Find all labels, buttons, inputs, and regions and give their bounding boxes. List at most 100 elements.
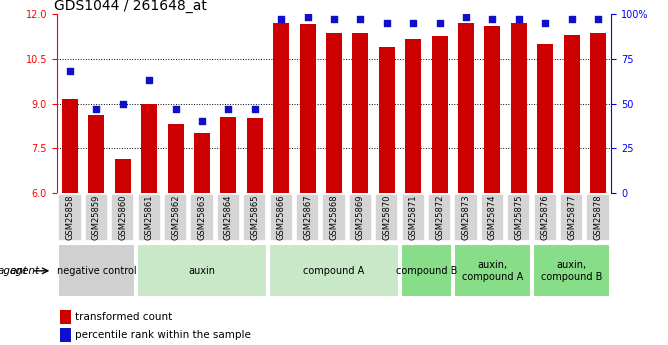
Point [593, 17, 603, 22]
Point [381, 20, 392, 26]
Bar [323, 194, 345, 240]
Bar [511, 23, 527, 193]
Point [566, 17, 577, 22]
Text: GSM25876: GSM25876 [540, 195, 550, 240]
Point [196, 119, 207, 124]
Bar [326, 33, 342, 193]
Bar [534, 194, 557, 240]
Point [118, 101, 128, 106]
Point [514, 17, 524, 22]
Point [461, 14, 472, 20]
Point [65, 68, 75, 74]
Text: GSM25859: GSM25859 [92, 195, 101, 240]
Text: compound A: compound A [303, 266, 365, 276]
Text: GSM25874: GSM25874 [488, 195, 497, 240]
Bar [432, 36, 448, 193]
Text: auxin,
compound A: auxin, compound A [462, 260, 523, 282]
Bar [194, 134, 210, 193]
Point [408, 20, 419, 26]
Bar [401, 244, 452, 297]
Point [302, 14, 313, 20]
Bar [85, 194, 108, 240]
Point [329, 17, 339, 22]
Bar [590, 33, 606, 193]
Bar [190, 194, 214, 240]
Bar [88, 116, 104, 193]
Bar [220, 117, 236, 193]
Bar [138, 194, 161, 240]
Bar [454, 194, 478, 240]
Text: percentile rank within the sample: percentile rank within the sample [75, 330, 251, 340]
Bar [270, 194, 293, 240]
Bar [269, 244, 399, 297]
Bar [296, 194, 319, 240]
Text: transformed count: transformed count [75, 312, 172, 322]
Point [249, 106, 260, 112]
Bar [349, 194, 372, 240]
Point [223, 106, 234, 112]
Bar [111, 194, 134, 240]
Bar [273, 23, 289, 193]
Text: GSM25858: GSM25858 [65, 195, 74, 240]
Point [91, 106, 102, 112]
Bar [537, 44, 553, 193]
Text: GSM25878: GSM25878 [594, 195, 603, 240]
Bar [405, 39, 421, 193]
Text: auxin: auxin [188, 266, 216, 276]
Bar [60, 328, 71, 342]
Bar [247, 118, 263, 193]
Bar [137, 244, 267, 297]
Bar [560, 194, 583, 240]
Bar [168, 125, 184, 193]
Text: GSM25871: GSM25871 [409, 195, 418, 240]
Bar [564, 35, 580, 193]
Bar [379, 47, 395, 193]
Point [487, 17, 498, 22]
Bar [164, 194, 187, 240]
Text: GSM25866: GSM25866 [277, 195, 286, 240]
Bar [533, 244, 610, 297]
Text: GSM25862: GSM25862 [171, 195, 180, 240]
Text: GSM25872: GSM25872 [435, 195, 444, 240]
Bar [217, 194, 240, 240]
Text: GSM25869: GSM25869 [356, 195, 365, 240]
Bar [458, 23, 474, 193]
Text: compound B: compound B [395, 266, 457, 276]
Point [144, 77, 154, 83]
Point [434, 20, 445, 26]
Text: GDS1044 / 261648_at: GDS1044 / 261648_at [54, 0, 207, 13]
Text: GSM25864: GSM25864 [224, 195, 233, 240]
Text: GSM25873: GSM25873 [462, 195, 470, 240]
Text: GSM25865: GSM25865 [250, 195, 259, 240]
Text: agent: agent [10, 266, 40, 276]
Bar [587, 194, 610, 240]
Bar [454, 244, 531, 297]
Point [355, 17, 366, 22]
Bar [243, 194, 267, 240]
Bar [481, 194, 504, 240]
Text: GSM25867: GSM25867 [303, 195, 312, 240]
Bar [375, 194, 398, 240]
Bar [58, 244, 135, 297]
Point [170, 106, 181, 112]
Text: GSM25860: GSM25860 [118, 195, 128, 240]
Text: negative control: negative control [57, 266, 136, 276]
Bar [484, 26, 500, 193]
Text: GSM25863: GSM25863 [198, 195, 206, 240]
Bar [115, 159, 131, 193]
Text: GSM25875: GSM25875 [514, 195, 523, 240]
Bar [62, 99, 78, 193]
Text: GSM25877: GSM25877 [567, 195, 576, 240]
Text: auxin,
compound B: auxin, compound B [541, 260, 603, 282]
Bar [60, 310, 71, 324]
Text: agent: agent [0, 266, 27, 276]
Bar [141, 104, 157, 193]
Bar [428, 194, 451, 240]
Bar [58, 194, 81, 240]
Bar [300, 24, 315, 193]
Bar [353, 33, 368, 193]
Point [276, 17, 287, 22]
Bar [507, 194, 530, 240]
Text: GSM25868: GSM25868 [329, 195, 339, 240]
Text: GSM25861: GSM25861 [145, 195, 154, 240]
